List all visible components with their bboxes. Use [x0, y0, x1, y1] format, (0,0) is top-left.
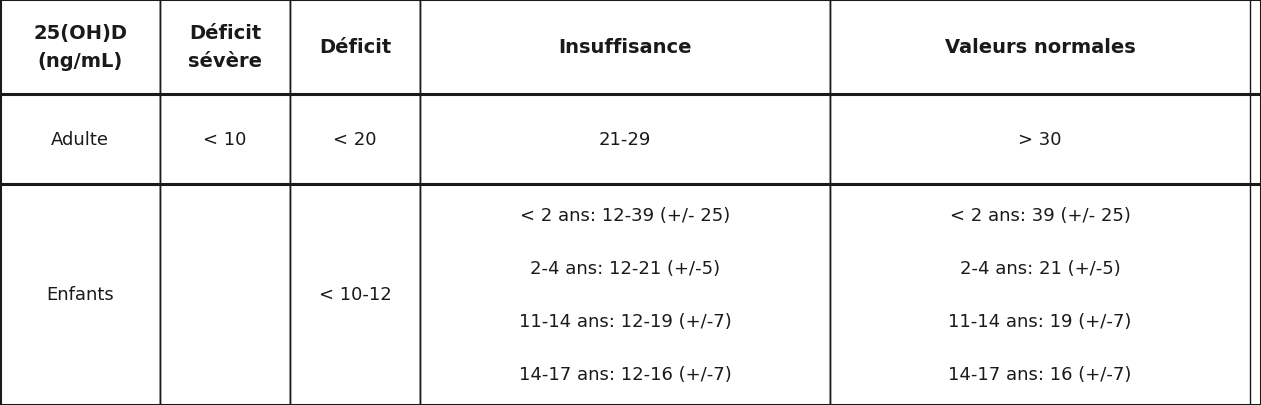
Text: Déficit: Déficit — [319, 38, 391, 57]
Bar — [0, 185, 160, 405]
Bar — [160, 185, 290, 405]
Bar — [420, 0, 830, 95]
Text: Insuffisance: Insuffisance — [559, 38, 692, 57]
Bar — [830, 185, 1250, 405]
Bar — [160, 0, 290, 95]
Text: 25(OH)D
(ng/mL): 25(OH)D (ng/mL) — [33, 24, 127, 71]
Bar — [160, 95, 290, 185]
Text: Enfants: Enfants — [47, 286, 113, 304]
Text: Adulte: Adulte — [50, 131, 108, 149]
Text: < 2 ans: 39 (+/- 25)

2-4 ans: 21 (+/-5)

11-14 ans: 19 (+/-7)

14-17 ans: 16 (+: < 2 ans: 39 (+/- 25) 2-4 ans: 21 (+/-5) … — [948, 207, 1131, 383]
Bar — [0, 0, 160, 95]
Text: Déficit
sévère: Déficit sévère — [188, 24, 262, 71]
Bar — [420, 95, 830, 185]
Bar — [290, 95, 420, 185]
Bar — [830, 0, 1250, 95]
Text: Valeurs normales: Valeurs normales — [944, 38, 1135, 57]
Bar — [290, 185, 420, 405]
Bar — [830, 95, 1250, 185]
Text: < 2 ans: 12-39 (+/- 25)

2-4 ans: 12-21 (+/-5)

11-14 ans: 12-19 (+/-7)

14-17 a: < 2 ans: 12-39 (+/- 25) 2-4 ans: 12-21 (… — [518, 207, 731, 383]
Bar — [290, 0, 420, 95]
Bar — [420, 185, 830, 405]
Text: > 30: > 30 — [1018, 131, 1062, 149]
Text: < 10-12: < 10-12 — [319, 286, 391, 304]
Bar — [0, 95, 160, 185]
Text: < 10: < 10 — [203, 131, 247, 149]
Text: 21-29: 21-29 — [599, 131, 651, 149]
Text: < 20: < 20 — [333, 131, 377, 149]
